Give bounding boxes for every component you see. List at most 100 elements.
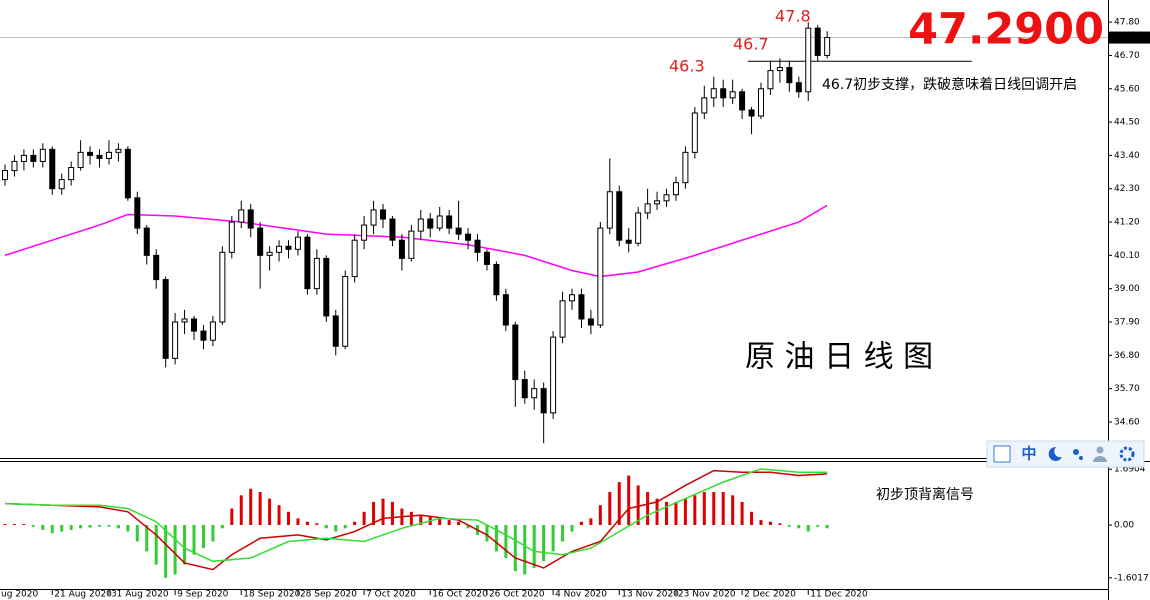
candle-body bbox=[30, 154, 37, 162]
histogram-bar bbox=[116, 525, 120, 529]
histogram-bar bbox=[173, 525, 177, 575]
histogram-bar bbox=[192, 525, 196, 555]
histogram-bar bbox=[230, 508, 234, 526]
histogram-bar bbox=[636, 485, 640, 526]
x-tick-label: 13 Nov 2020 bbox=[621, 590, 679, 600]
histogram-bar bbox=[22, 524, 26, 526]
histogram-bar bbox=[759, 520, 763, 526]
histogram-bar bbox=[598, 505, 602, 526]
language-button[interactable]: 中 bbox=[1021, 445, 1036, 463]
candle-body bbox=[380, 209, 387, 220]
y-tick-label: 34.60 bbox=[1114, 417, 1140, 427]
candle-body bbox=[304, 236, 311, 290]
histogram-bar bbox=[494, 525, 498, 552]
icon[interactable] bbox=[1096, 446, 1104, 454]
icon[interactable] bbox=[1079, 456, 1083, 460]
last-price-tag bbox=[1109, 31, 1150, 44]
icon[interactable] bbox=[1119, 446, 1135, 462]
candle-body bbox=[776, 67, 783, 72]
price-title: 47.2900 bbox=[908, 5, 1104, 55]
histogram-bar bbox=[334, 525, 338, 532]
toolbar: 中 bbox=[986, 440, 1145, 468]
candle-body bbox=[569, 294, 576, 302]
histogram-bar bbox=[296, 518, 300, 526]
candle-body bbox=[181, 318, 188, 323]
candle-body bbox=[417, 218, 424, 232]
candle-body bbox=[814, 27, 821, 56]
histogram-bar bbox=[655, 498, 659, 526]
histogram-bar bbox=[201, 525, 205, 549]
candle-body bbox=[39, 148, 46, 162]
histogram-bar bbox=[513, 525, 517, 572]
y-tick-label: 43.40 bbox=[1114, 151, 1140, 161]
candle-body bbox=[757, 88, 764, 117]
histogram-bar bbox=[79, 525, 83, 529]
y-tick-label: 47.80 bbox=[1114, 18, 1140, 28]
histogram-bar bbox=[419, 515, 423, 526]
candle-body bbox=[446, 215, 453, 229]
histogram-bar bbox=[693, 495, 697, 526]
y-tick-label: 41.20 bbox=[1114, 218, 1140, 228]
candle-body bbox=[294, 236, 301, 250]
candle-body bbox=[710, 88, 717, 99]
histogram-bar bbox=[107, 525, 111, 527]
histogram-bar bbox=[740, 501, 744, 526]
x-tick-label: 18 Sep 2020 bbox=[243, 590, 300, 600]
y-tick-label: 40.10 bbox=[1114, 251, 1140, 261]
candle-body bbox=[436, 215, 443, 229]
histogram-bar bbox=[589, 518, 593, 526]
candle-body bbox=[672, 182, 679, 196]
histogram-bar bbox=[579, 521, 583, 526]
candle-body bbox=[323, 257, 330, 317]
candle-body bbox=[143, 227, 150, 256]
candle-body bbox=[332, 315, 339, 347]
y-tick-label: 0.00 bbox=[1114, 521, 1134, 531]
x-tick-label: 2 Dec 2020 bbox=[744, 590, 796, 600]
histogram-bar bbox=[305, 521, 309, 526]
icon[interactable] bbox=[1093, 456, 1107, 462]
histogram-bar bbox=[258, 492, 262, 526]
candle-body bbox=[20, 154, 27, 162]
macd-line bbox=[4, 469, 828, 571]
icon[interactable] bbox=[993, 445, 1011, 463]
candle-body bbox=[578, 294, 585, 320]
y-tick-label: 42.30 bbox=[1114, 184, 1140, 194]
histogram-bar bbox=[287, 511, 291, 526]
candle-body bbox=[795, 82, 802, 93]
y-tick-label: 36.80 bbox=[1114, 351, 1140, 361]
candle-body bbox=[87, 151, 94, 156]
histogram-bar bbox=[211, 525, 215, 542]
histogram-bar bbox=[69, 525, 73, 530]
candle-body bbox=[115, 148, 122, 153]
candle-body bbox=[49, 148, 56, 190]
candle-body bbox=[540, 388, 547, 414]
candle-body bbox=[238, 209, 245, 223]
histogram-bar bbox=[551, 525, 555, 552]
y-tick-label: 1.6904 bbox=[1114, 465, 1146, 475]
candle-body bbox=[361, 224, 368, 241]
y-tick-label: 39.00 bbox=[1114, 284, 1140, 294]
icon[interactable] bbox=[1048, 446, 1062, 461]
histogram-bar bbox=[324, 525, 328, 529]
candle-body bbox=[172, 321, 179, 359]
candle-body bbox=[786, 67, 793, 84]
candle-body bbox=[276, 245, 283, 253]
histogram-bar bbox=[3, 524, 7, 526]
histogram-bar bbox=[126, 525, 130, 532]
icon[interactable] bbox=[1073, 449, 1079, 455]
x-tick-label: 21 Aug 2020 bbox=[54, 590, 112, 600]
candle-body bbox=[257, 227, 264, 256]
histogram-bar bbox=[409, 511, 413, 526]
candle-body bbox=[729, 91, 736, 99]
candle-body bbox=[134, 197, 141, 229]
candle-body bbox=[247, 209, 254, 229]
histogram-bar bbox=[315, 523, 319, 526]
candle-body bbox=[474, 239, 481, 253]
candle-body bbox=[805, 27, 812, 93]
candle-body bbox=[191, 318, 198, 332]
histogram-bar bbox=[372, 501, 376, 526]
annotation: 46.7 bbox=[733, 35, 769, 54]
histogram-bar bbox=[466, 525, 470, 529]
candle-body bbox=[502, 294, 509, 326]
histogram-bar bbox=[31, 525, 35, 527]
